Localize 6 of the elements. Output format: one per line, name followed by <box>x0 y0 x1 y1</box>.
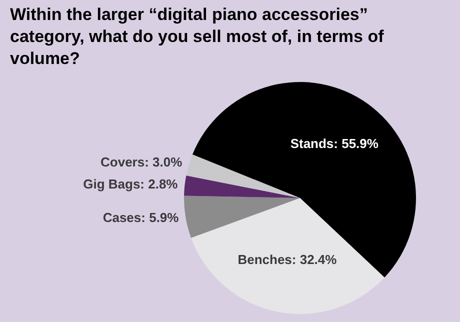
slice-label: Benches: 32.4% <box>238 252 338 268</box>
chart-title: Within the larger “digital piano accessories” category, what do you sell most of, in terms of volume? <box>10 4 385 70</box>
slice-label: Cases: 5.9% <box>102 210 180 225</box>
slice-label: Covers: 3.0% <box>100 154 183 170</box>
slice-label: Stands: 55.9% <box>290 136 379 151</box>
slice-label: Gig Bags: 2.8% <box>83 176 178 192</box>
